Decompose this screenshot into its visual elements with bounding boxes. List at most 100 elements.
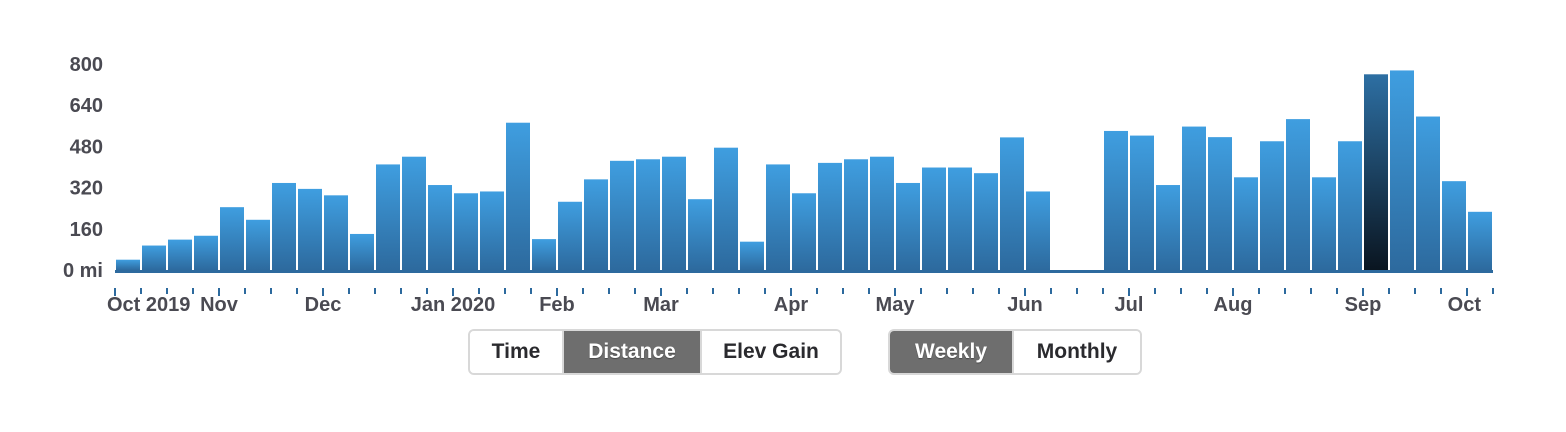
x-tick <box>192 288 194 294</box>
x-tick <box>842 288 844 294</box>
x-tick <box>920 288 922 294</box>
bar <box>1234 177 1258 270</box>
x-tick <box>1414 288 1416 294</box>
x-tick <box>1154 288 1156 294</box>
x-tick <box>1388 288 1390 294</box>
x-tick <box>634 288 636 294</box>
bars <box>116 70 1492 271</box>
weekly-button[interactable]: Weekly <box>890 331 1012 373</box>
distance-button[interactable]: Distance <box>562 331 700 373</box>
bar <box>246 219 270 270</box>
bar <box>610 160 634 270</box>
x-tick <box>1232 288 1234 296</box>
x-tick <box>296 288 298 294</box>
x-tick <box>1128 288 1130 296</box>
bar <box>1156 185 1180 270</box>
x-tick <box>1466 288 1468 296</box>
x-tick <box>790 288 792 296</box>
x-tick <box>608 288 610 294</box>
x-tick-label: Jun <box>1007 294 1043 316</box>
monthly-button[interactable]: Monthly <box>1012 331 1140 373</box>
bar <box>1416 116 1440 270</box>
bar <box>376 164 400 270</box>
x-tick <box>166 288 168 294</box>
metric-toggle: Time Distance Elev Gain <box>468 329 842 375</box>
bar <box>1390 70 1414 270</box>
bar <box>740 241 764 270</box>
x-tick <box>1258 288 1260 294</box>
x-tick <box>1284 288 1286 294</box>
y-tick-label: 160 <box>70 219 103 241</box>
x-tick-label: Sep <box>1345 294 1382 316</box>
bar <box>1026 191 1050 270</box>
x-tick <box>686 288 688 294</box>
x-tick <box>114 288 116 296</box>
x-tick <box>582 288 584 294</box>
x-tick <box>1362 288 1364 296</box>
x-tick <box>348 288 350 294</box>
x-tick <box>218 288 220 296</box>
x-axis: Oct 2019 Nov Dec Jan 2020 Feb Mar Apr May Jun Jul… <box>107 270 1494 316</box>
bar <box>948 167 972 270</box>
bar <box>584 179 608 270</box>
bar <box>1312 177 1336 270</box>
bar <box>1442 181 1466 270</box>
bar <box>922 167 946 270</box>
x-tick-label: Oct <box>1448 294 1482 316</box>
x-tick <box>738 288 740 294</box>
x-tick <box>322 288 324 296</box>
x-tick <box>374 288 376 294</box>
bar <box>1182 126 1206 270</box>
x-tick <box>1440 288 1442 294</box>
x-tick-label: Mar <box>643 294 679 316</box>
y-axis: 800 640 480 320 160 0 mi <box>63 54 103 282</box>
elev-gain-button[interactable]: Elev Gain <box>700 331 840 373</box>
x-tick <box>400 288 402 294</box>
bar <box>636 159 660 270</box>
bar <box>168 239 192 270</box>
bar <box>220 207 244 270</box>
x-tick <box>1492 288 1494 294</box>
bar <box>974 173 998 270</box>
x-tick-label: May <box>876 294 916 316</box>
bar <box>532 239 556 270</box>
x-tick <box>1310 288 1312 294</box>
bar <box>1286 119 1310 270</box>
x-tick <box>140 288 142 294</box>
period-toggle: Weekly Monthly <box>888 329 1142 375</box>
y-tick-label: 320 <box>70 178 103 200</box>
x-tick-label: Nov <box>200 294 239 316</box>
x-tick <box>946 288 948 294</box>
bar <box>1468 211 1492 270</box>
weekly-distance-chart: 800 640 480 320 160 0 mi Oct 2019 Nov Dec Jan 20… <box>63 54 1494 316</box>
bar <box>1104 130 1128 270</box>
x-tick <box>764 288 766 294</box>
x-tick <box>270 288 272 294</box>
x-tick <box>478 288 480 294</box>
x-tick <box>1180 288 1182 294</box>
y-tick-label: 0 mi <box>63 260 103 282</box>
x-tick-label: Aug <box>1214 294 1253 316</box>
x-tick-label: Apr <box>774 294 809 316</box>
x-tick <box>972 288 974 294</box>
bar <box>428 185 452 270</box>
x-axis-line <box>115 270 1493 273</box>
x-tick-label: Oct 2019 <box>107 294 190 316</box>
bar <box>272 182 296 270</box>
bar <box>1000 137 1024 270</box>
bar <box>506 122 530 271</box>
bar <box>480 191 504 270</box>
x-tick <box>504 288 506 294</box>
x-tick-label: Jan 2020 <box>411 294 496 316</box>
time-button[interactable]: Time <box>470 331 562 373</box>
x-tick-label: Feb <box>539 294 575 316</box>
bar <box>766 164 790 270</box>
bar <box>844 159 868 270</box>
x-tick <box>816 288 818 294</box>
bar <box>792 193 816 270</box>
x-tick <box>452 288 454 296</box>
y-tick-label: 480 <box>70 136 103 158</box>
bar <box>714 147 738 270</box>
bar <box>402 156 426 270</box>
bar <box>1364 74 1388 270</box>
